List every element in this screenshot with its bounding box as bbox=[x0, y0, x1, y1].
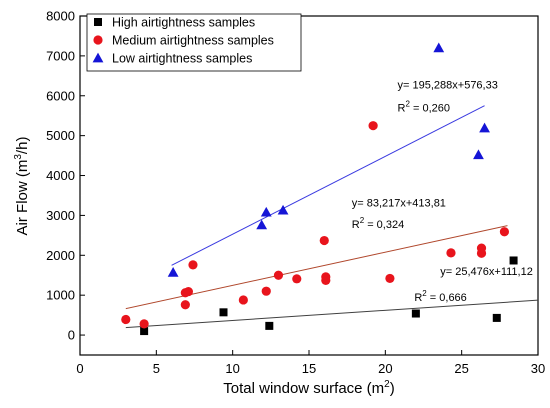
data-point bbox=[368, 121, 378, 131]
data-point bbox=[292, 274, 302, 284]
data-point bbox=[256, 219, 268, 230]
legend-marker bbox=[94, 18, 102, 26]
fit-equation: y= 195,288x+576,33 bbox=[398, 80, 498, 92]
data-point bbox=[260, 206, 272, 217]
data-point bbox=[167, 267, 179, 277]
fit-equation: y= 25,476x+111,12 bbox=[440, 266, 533, 278]
data-point bbox=[140, 327, 149, 336]
y-tick-label: 2000 bbox=[46, 248, 75, 263]
fit-equation: y= 83,217x+413,81 bbox=[352, 198, 446, 210]
fit-annotations: y= 25,476x+111,12 R2 = 0,666 y= 83,217x+41… bbox=[352, 80, 533, 305]
fit-r-squared: R2 = 0,666 bbox=[414, 289, 466, 304]
legend-marker bbox=[93, 35, 103, 45]
legend-box bbox=[86, 13, 302, 72]
x-tick-label: 5 bbox=[153, 361, 160, 376]
data-point bbox=[188, 260, 198, 270]
y-tick-label: 3000 bbox=[46, 208, 75, 223]
data-point bbox=[385, 273, 395, 284]
legend-marker bbox=[92, 52, 104, 63]
fit-r-squared: R2 = 0,324 bbox=[352, 216, 404, 231]
data-point bbox=[139, 319, 149, 329]
y-tick-label: 1000 bbox=[46, 288, 75, 303]
x-tick-label: 0 bbox=[76, 361, 83, 376]
data-point bbox=[265, 321, 274, 330]
y-tick-label: 6000 bbox=[46, 88, 75, 103]
legend: High airtightness samples Medium airtight… bbox=[86, 13, 302, 72]
data-point bbox=[277, 204, 289, 215]
x-tick-label: 30 bbox=[531, 361, 545, 376]
y-tick-label: 5000 bbox=[46, 128, 75, 143]
data-point bbox=[476, 248, 487, 258]
data-point bbox=[499, 227, 510, 237]
data-point bbox=[219, 308, 228, 317]
legend-label: Medium airtightness samples bbox=[112, 34, 274, 48]
data-point bbox=[509, 256, 518, 265]
x-tick-label: 15 bbox=[302, 361, 316, 376]
data-point bbox=[411, 309, 420, 318]
data-point bbox=[446, 248, 456, 258]
fit-line bbox=[125, 299, 539, 329]
y-tick-label: 7000 bbox=[46, 48, 75, 63]
legend-label: High airtightness samples bbox=[112, 16, 255, 30]
data-point bbox=[261, 286, 271, 296]
data-point bbox=[473, 149, 484, 160]
y-tick-label: 8000 bbox=[46, 9, 75, 24]
data-point bbox=[319, 235, 329, 246]
data-point bbox=[479, 122, 490, 133]
data-point bbox=[321, 275, 331, 286]
data-points bbox=[121, 42, 518, 336]
fit-r-squared: R2 = 0,260 bbox=[398, 100, 450, 115]
y-tick-label: 0 bbox=[68, 328, 75, 343]
x-tick-label: 10 bbox=[225, 361, 239, 376]
data-point bbox=[238, 295, 248, 305]
data-point bbox=[492, 313, 501, 322]
fit-line bbox=[171, 105, 485, 266]
data-point bbox=[433, 42, 445, 53]
legend-label: Low airtightness samples bbox=[112, 52, 252, 66]
axis-ticks: 0 5 10 15 20 25 30 0 1000 2000 3000 4000 5000 6000 700… bbox=[46, 9, 545, 377]
x-axis-title: Total window surface (m2) bbox=[223, 379, 394, 397]
data-point bbox=[180, 300, 190, 310]
data-point bbox=[183, 286, 193, 297]
y-tick-label: 4000 bbox=[46, 168, 75, 183]
y-axis-title: Air Flow (m3/h) bbox=[13, 137, 31, 236]
data-point bbox=[273, 270, 284, 280]
x-tick-label: 25 bbox=[454, 361, 468, 376]
x-tick-label: 20 bbox=[378, 361, 392, 376]
data-point bbox=[121, 314, 131, 325]
